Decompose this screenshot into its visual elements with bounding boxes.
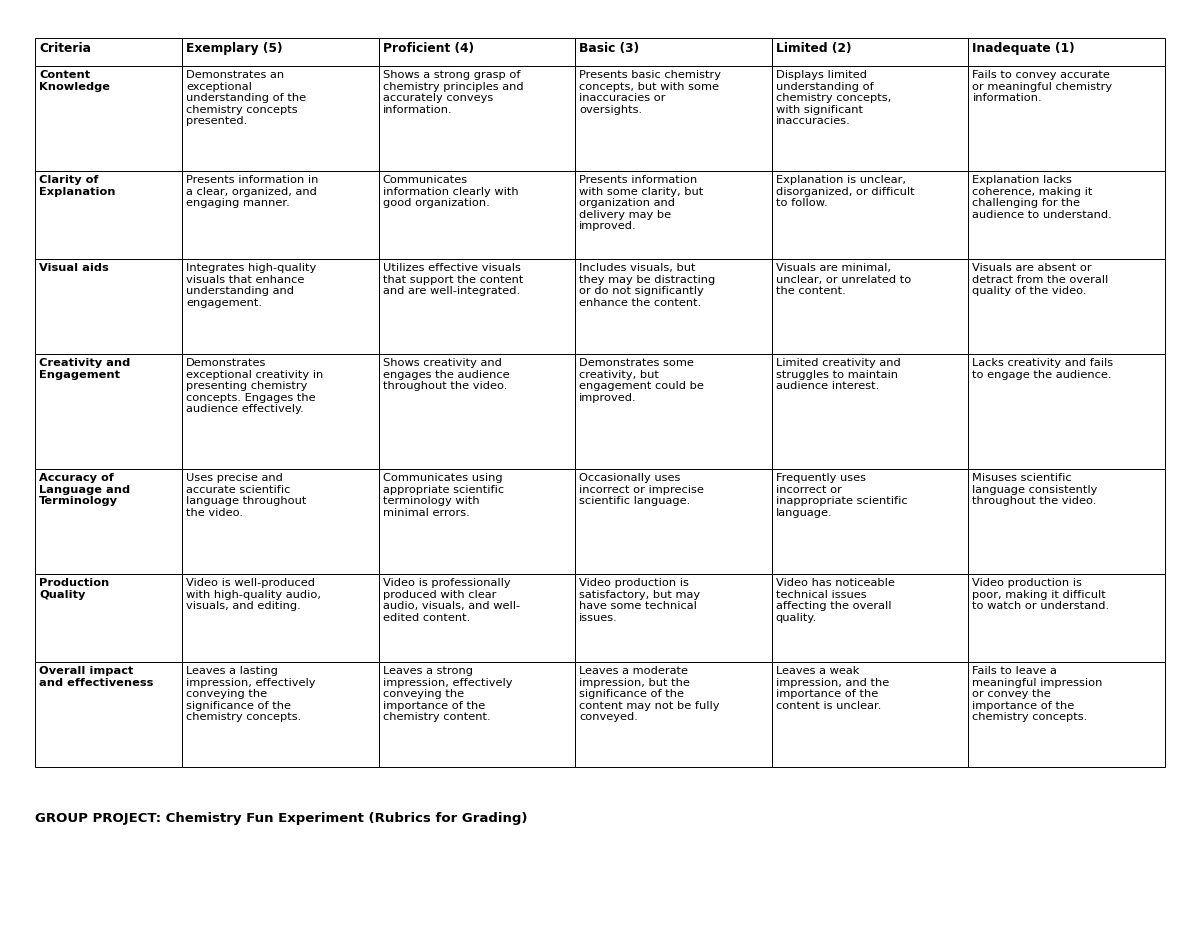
Text: Presents information in
a clear, organized, and
engaging manner.: Presents information in a clear, organiz… [186,175,318,209]
Bar [968,354,1165,469]
Bar [575,662,772,767]
Text: Visuals are absent or
detract from the overall
quality of the video.: Visuals are absent or detract from the o… [972,263,1109,297]
Bar [968,574,1165,662]
Text: Video has noticeable
technical issues
affecting the overall
quality.: Video has noticeable technical issues af… [775,578,895,623]
Bar [35,574,182,662]
Bar [378,259,575,354]
Text: Exemplary (5): Exemplary (5) [186,42,282,55]
Text: Fails to leave a
meaningful impression
or convey the
importance of the
chemistry: Fails to leave a meaningful impression o… [972,666,1103,722]
Bar [772,259,968,354]
Text: Leaves a strong
impression, effectively
conveying the
importance of the
chemistr: Leaves a strong impression, effectively … [383,666,512,722]
Text: Inadequate (1): Inadequate (1) [972,42,1075,55]
Bar [378,662,575,767]
Text: Misuses scientific
language consistently
throughout the video.: Misuses scientific language consistently… [972,473,1098,506]
Bar [575,171,772,259]
Bar [35,171,182,259]
Text: Overall impact
and effectiveness: Overall impact and effectiveness [38,666,154,688]
Text: Fails to convey accurate
or meaningful chemistry
information.: Fails to convey accurate or meaningful c… [972,70,1112,103]
Text: GROUP PROJECT: Chemistry Fun Experiment (Rubrics for Grading): GROUP PROJECT: Chemistry Fun Experiment … [35,812,528,825]
Text: Communicates using
appropriate scientific
terminology with
minimal errors.: Communicates using appropriate scientifi… [383,473,504,518]
Bar [35,66,182,171]
Bar [772,66,968,171]
Text: Criteria: Criteria [38,42,91,55]
Bar [772,469,968,574]
Text: Basic (3): Basic (3) [580,42,640,55]
Bar [968,469,1165,574]
Bar [575,259,772,354]
Text: Creativity and
Engagement: Creativity and Engagement [38,358,131,379]
Text: Leaves a moderate
impression, but the
significance of the
content may not be ful: Leaves a moderate impression, but the si… [580,666,720,722]
Bar [968,662,1165,767]
Bar [182,66,378,171]
Bar [968,259,1165,354]
Bar [182,354,378,469]
Text: Clarity of
Explanation: Clarity of Explanation [38,175,115,197]
Text: Displays limited
understanding of
chemistry concepts,
with significant
inaccurac: Displays limited understanding of chemis… [775,70,892,126]
Bar [772,662,968,767]
Bar [35,354,182,469]
Text: Explanation is unclear,
disorganized, or difficult
to follow.: Explanation is unclear, disorganized, or… [775,175,914,209]
Bar [772,171,968,259]
Text: Content
Knowledge: Content Knowledge [38,70,110,92]
Bar [772,354,968,469]
Text: Explanation lacks
coherence, making it
challenging for the
audience to understan: Explanation lacks coherence, making it c… [972,175,1112,220]
Bar [378,38,575,66]
Bar [35,662,182,767]
Text: Demonstrates an
exceptional
understanding of the
chemistry concepts
presented.: Demonstrates an exceptional understandin… [186,70,306,126]
Bar [182,171,378,259]
Text: Occasionally uses
incorrect or imprecise
scientific language.: Occasionally uses incorrect or imprecise… [580,473,704,506]
Text: Demonstrates
exceptional creativity in
presenting chemistry
concepts. Engages th: Demonstrates exceptional creativity in p… [186,358,323,414]
Bar [182,662,378,767]
Text: Demonstrates some
creativity, but
engagement could be
improved.: Demonstrates some creativity, but engage… [580,358,704,403]
Bar [182,38,378,66]
Text: Proficient (4): Proficient (4) [383,42,474,55]
Bar [378,66,575,171]
Bar [772,574,968,662]
Text: Visuals are minimal,
unclear, or unrelated to
the content.: Visuals are minimal, unclear, or unrelat… [775,263,911,297]
Text: Communicates
information clearly with
good organization.: Communicates information clearly with go… [383,175,518,209]
Bar [378,574,575,662]
Text: Shows creativity and
engages the audience
throughout the video.: Shows creativity and engages the audienc… [383,358,509,391]
Bar [35,259,182,354]
Text: Video production is
satisfactory, but may
have some technical
issues.: Video production is satisfactory, but ma… [580,578,701,623]
Bar [35,469,182,574]
Bar [772,38,968,66]
Text: Frequently uses
incorrect or
inappropriate scientific
language.: Frequently uses incorrect or inappropria… [775,473,907,518]
Bar [575,66,772,171]
Bar [968,66,1165,171]
Text: Video is professionally
produced with clear
audio, visuals, and well-
edited con: Video is professionally produced with cl… [383,578,520,623]
Text: Lacks creativity and fails
to engage the audience.: Lacks creativity and fails to engage the… [972,358,1114,379]
Text: Production
Quality: Production Quality [38,578,109,600]
Text: Includes visuals, but
they may be distracting
or do not significantly
enhance th: Includes visuals, but they may be distra… [580,263,715,308]
Bar [35,38,182,66]
Bar [378,354,575,469]
Bar [182,469,378,574]
Bar [378,171,575,259]
Bar [575,574,772,662]
Text: Uses precise and
accurate scientific
language throughout
the video.: Uses precise and accurate scientific lan… [186,473,306,518]
Text: Limited creativity and
struggles to maintain
audience interest.: Limited creativity and struggles to main… [775,358,900,391]
Bar [575,38,772,66]
Bar [182,259,378,354]
Text: Presents basic chemistry
concepts, but with some
inaccuracies or
oversights.: Presents basic chemistry concepts, but w… [580,70,721,115]
Bar [182,574,378,662]
Bar [968,171,1165,259]
Text: Leaves a lasting
impression, effectively
conveying the
significance of the
chemi: Leaves a lasting impression, effectively… [186,666,316,722]
Text: Video production is
poor, making it difficult
to watch or understand.: Video production is poor, making it diff… [972,578,1110,611]
Bar [575,354,772,469]
Text: Utilizes effective visuals
that support the content
and are well-integrated.: Utilizes effective visuals that support … [383,263,523,297]
Text: Video is well-produced
with high-quality audio,
visuals, and editing.: Video is well-produced with high-quality… [186,578,320,611]
Text: Shows a strong grasp of
chemistry principles and
accurately conveys
information.: Shows a strong grasp of chemistry princi… [383,70,523,115]
Text: Integrates high-quality
visuals that enhance
understanding and
engagement.: Integrates high-quality visuals that enh… [186,263,316,308]
Text: Visual aids: Visual aids [38,263,109,273]
Text: Presents information
with some clarity, but
organization and
delivery may be
imp: Presents information with some clarity, … [580,175,703,232]
Text: Limited (2): Limited (2) [775,42,851,55]
Bar [575,469,772,574]
Bar [378,469,575,574]
Bar [968,38,1165,66]
Text: Leaves a weak
impression, and the
importance of the
content is unclear.: Leaves a weak impression, and the import… [775,666,889,711]
Text: Accuracy of
Language and
Terminology: Accuracy of Language and Terminology [38,473,130,506]
